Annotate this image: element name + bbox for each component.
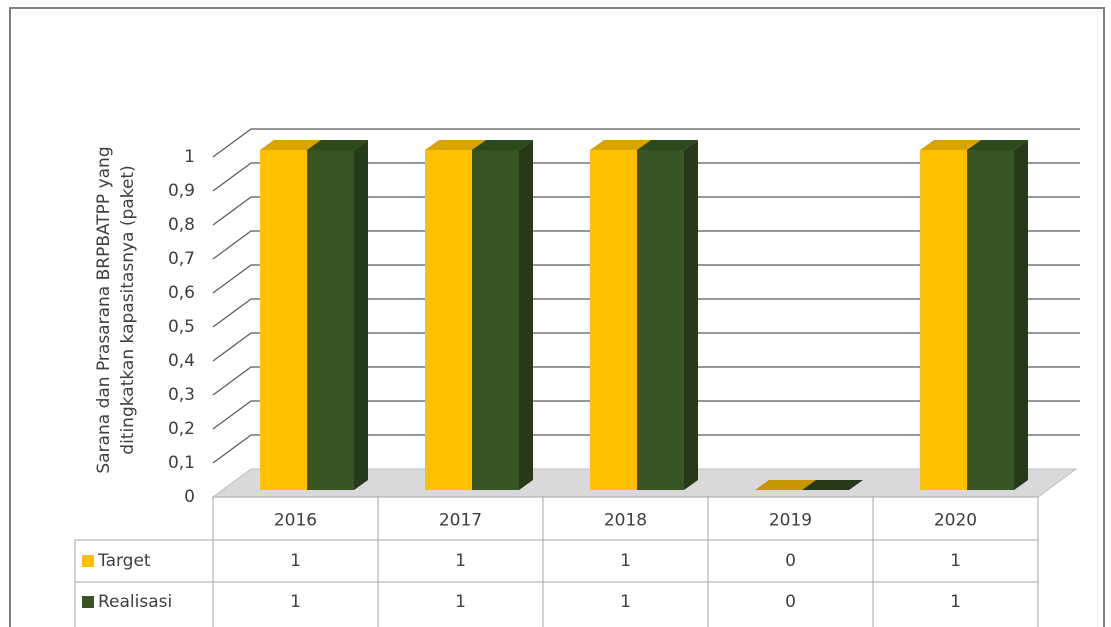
grid-line: [212, 128, 1080, 158]
y-tick-label: 0,4: [168, 351, 195, 371]
bar-top: [472, 140, 533, 150]
bar-top: [967, 140, 1028, 150]
table-value: 1: [455, 592, 466, 612]
table-value: 1: [290, 592, 301, 612]
legend-label: Realisasi: [98, 592, 172, 612]
bar-side: [1014, 140, 1028, 490]
table-value: 0: [785, 551, 796, 571]
bar: [472, 150, 519, 490]
grid-line: [212, 196, 1080, 226]
y-tick-label: 0,9: [168, 181, 195, 201]
bar-side: [519, 140, 533, 490]
table-value: 1: [950, 592, 961, 612]
x-tick-label: 2019: [769, 511, 812, 531]
bar-top: [802, 480, 863, 490]
bar: [920, 150, 967, 490]
y-tick-label: 0,2: [168, 419, 195, 439]
y-axis-label-line: Sarana dan Prasarana BRPBATPP yang: [94, 146, 114, 473]
y-axis-label-line: ditingkatkan kapasitasnya (paket): [118, 165, 138, 454]
y-axis-label: Sarana dan Prasarana BRPBATPP yang ditin…: [94, 146, 138, 473]
grid-line: [212, 230, 1080, 260]
table-value: 0: [785, 592, 796, 612]
legend-swatch: [82, 555, 94, 567]
bar: [637, 150, 684, 490]
y-tick-label: 0,8: [168, 215, 195, 235]
x-tick-label: 2018: [604, 511, 647, 531]
grid-line: [212, 162, 1080, 192]
bar-side: [354, 140, 368, 490]
grid-line: [212, 298, 1080, 328]
bar-top: [590, 140, 651, 150]
bar: [590, 150, 637, 490]
y-tick-label: 0,7: [168, 249, 195, 269]
bar-top: [637, 140, 698, 150]
grid-line: [212, 434, 1080, 464]
y-tick-label: 1: [184, 147, 195, 167]
y-tick-label: 0,1: [168, 453, 195, 473]
x-tick-label: 2017: [439, 511, 482, 531]
y-tick-label: 0,3: [168, 385, 195, 405]
table-value: 1: [620, 551, 631, 571]
y-tick-label: 0: [184, 487, 195, 507]
bar-side: [684, 140, 698, 490]
bar-top: [425, 140, 486, 150]
bar-top: [260, 140, 321, 150]
legend-swatch: [82, 596, 94, 608]
legend-label: Target: [97, 551, 151, 571]
bar: [425, 150, 472, 490]
bar-top: [755, 480, 816, 490]
table-value: 1: [290, 551, 301, 571]
bar: [260, 150, 307, 490]
bar: [967, 150, 1014, 490]
grid-line: [212, 332, 1080, 362]
grid-line: [212, 400, 1080, 430]
bar-top: [920, 140, 981, 150]
x-tick-label: 2020: [934, 511, 977, 531]
table-value: 1: [620, 592, 631, 612]
table-value: 1: [455, 551, 466, 571]
grid-line: [212, 264, 1080, 294]
bar: [307, 150, 354, 490]
y-tick-label: 0,5: [168, 317, 195, 337]
x-tick-label: 2016: [274, 511, 317, 531]
y-tick-label: 0,6: [168, 283, 195, 303]
grid-line: [212, 366, 1080, 396]
bar-top: [307, 140, 368, 150]
table-value: 1: [950, 551, 961, 571]
